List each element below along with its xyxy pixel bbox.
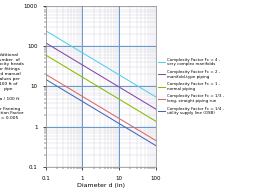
Complexity Factor Fc = 1/4 -
utility supply line (OSB) bbox=[137, 134, 140, 136]
Complexity Factor Fc = 2 -
manifold-type piping bbox=[144, 102, 147, 104]
Line: Complexity Factor Fc = 1/3 -
long, straight piping run: Complexity Factor Fc = 1/3 - long, strai… bbox=[46, 74, 156, 141]
Complexity Factor Fc = 1/3 -
long, straight piping run bbox=[112, 114, 115, 116]
Complexity Factor Fc = 1/3 -
long, straight piping run bbox=[154, 139, 158, 142]
Complexity Factor Fc = 4 -
very complex manifolds bbox=[109, 69, 113, 71]
Complexity Factor Fc = 1/4 -
utility supply line (OSB) bbox=[44, 78, 47, 80]
Complexity Factor Fc = 1/4 -
utility supply line (OSB) bbox=[144, 138, 147, 141]
Complexity Factor Fc = 4 -
very complex manifolds bbox=[110, 69, 113, 71]
Complexity Factor Fc = 4 -
very complex manifolds bbox=[137, 86, 140, 88]
Line: Complexity Factor Fc = 4 -
very complex manifolds: Complexity Factor Fc = 4 - very complex … bbox=[46, 31, 156, 97]
Complexity Factor Fc = 1/3 -
long, straight piping run bbox=[109, 112, 113, 115]
Complexity Factor Fc = 2 -
manifold-type piping bbox=[44, 42, 48, 44]
Complexity Factor Fc = 1 -
normal piping bbox=[110, 93, 113, 96]
Complexity Factor Fc = 1 -
normal piping bbox=[154, 120, 158, 123]
Complexity Factor Fc = 4 -
very complex manifolds bbox=[44, 30, 47, 32]
Complexity Factor Fc = 1/4 -
utility supply line (OSB) bbox=[44, 78, 48, 81]
Line: Complexity Factor Fc = 2 -
manifold-type piping: Complexity Factor Fc = 2 - manifold-type… bbox=[46, 43, 156, 109]
X-axis label: Diameter d (in): Diameter d (in) bbox=[77, 183, 125, 188]
Line: Complexity Factor Fc = 1 -
normal piping: Complexity Factor Fc = 1 - normal piping bbox=[46, 55, 156, 121]
Complexity Factor Fc = 1 -
normal piping bbox=[112, 95, 115, 97]
Complexity Factor Fc = 2 -
manifold-type piping bbox=[44, 42, 47, 44]
Complexity Factor Fc = 1 -
normal piping bbox=[44, 54, 48, 56]
Complexity Factor Fc = 1 -
normal piping bbox=[109, 93, 113, 96]
Complexity Factor Fc = 1/4 -
utility supply line (OSB) bbox=[109, 118, 113, 120]
Text: Additional
number  of
velocity heads
for fittings
and manual
values per
100 ft o: Additional number of velocity heads for … bbox=[0, 53, 24, 120]
Complexity Factor Fc = 2 -
manifold-type piping bbox=[154, 108, 158, 110]
Complexity Factor Fc = 4 -
very complex manifolds bbox=[154, 96, 158, 98]
Complexity Factor Fc = 1/3 -
long, straight piping run bbox=[144, 133, 147, 136]
Complexity Factor Fc = 1 -
normal piping bbox=[144, 114, 147, 116]
Complexity Factor Fc = 2 -
manifold-type piping bbox=[137, 98, 140, 100]
Complexity Factor Fc = 1/4 -
utility supply line (OSB) bbox=[154, 145, 158, 147]
Complexity Factor Fc = 1/4 -
utility supply line (OSB) bbox=[110, 118, 113, 120]
Complexity Factor Fc = 1/3 -
long, straight piping run bbox=[110, 113, 113, 115]
Complexity Factor Fc = 1/4 -
utility supply line (OSB) bbox=[112, 119, 115, 121]
Line: Complexity Factor Fc = 1/4 -
utility supply line (OSB): Complexity Factor Fc = 1/4 - utility sup… bbox=[46, 79, 156, 146]
Complexity Factor Fc = 1 -
normal piping bbox=[137, 110, 140, 112]
Complexity Factor Fc = 1 -
normal piping bbox=[44, 54, 47, 56]
Legend: Complexity Factor Fc = 4 -
very complex manifolds, Complexity Factor Fc = 2 -
ma: Complexity Factor Fc = 4 - very complex … bbox=[158, 58, 224, 115]
Complexity Factor Fc = 2 -
manifold-type piping bbox=[109, 81, 113, 83]
Complexity Factor Fc = 1/3 -
long, straight piping run bbox=[137, 129, 140, 131]
Complexity Factor Fc = 1/3 -
long, straight piping run bbox=[44, 73, 47, 75]
Complexity Factor Fc = 4 -
very complex manifolds bbox=[144, 90, 147, 92]
Complexity Factor Fc = 4 -
very complex manifolds bbox=[44, 30, 48, 32]
Complexity Factor Fc = 2 -
manifold-type piping bbox=[110, 81, 113, 83]
Complexity Factor Fc = 4 -
very complex manifolds bbox=[112, 70, 115, 72]
Complexity Factor Fc = 2 -
manifold-type piping bbox=[112, 82, 115, 85]
Complexity Factor Fc = 1/3 -
long, straight piping run bbox=[44, 74, 48, 76]
